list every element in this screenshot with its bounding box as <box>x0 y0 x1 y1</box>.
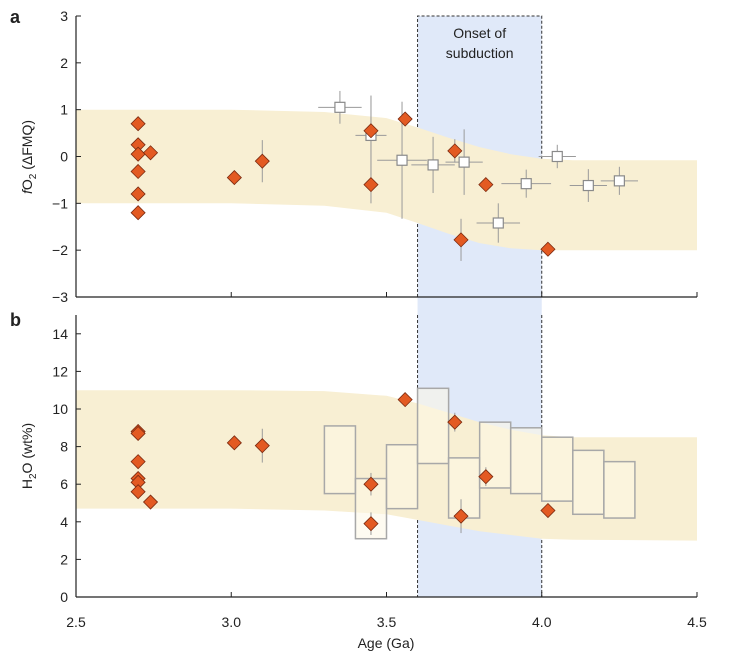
diamond-point <box>478 177 494 193</box>
y-tick-label: 3 <box>60 8 68 24</box>
y-tick-label: 4 <box>60 514 68 530</box>
y-tick-label: 0 <box>60 589 68 605</box>
open-square-point <box>492 217 504 229</box>
x-tick-label: 3.0 <box>222 614 242 630</box>
panel-a-range-band <box>76 109 697 251</box>
range-box <box>603 460 636 519</box>
subduction-label: Onset of subduction <box>446 25 514 61</box>
diamond-point <box>130 186 146 202</box>
diamond-point <box>142 145 159 161</box>
panel-a-marks <box>130 90 639 261</box>
panel-b-axes: 0 2 4 6 8 10 12 14 2.5 3.0 3.5 4.0 4.5 <box>52 315 707 630</box>
panel-b: 0 2 4 6 8 10 12 14 2.5 3.0 3.5 4.0 4.5 b H2O (wt%) A… <box>10 310 707 651</box>
open-square-point <box>334 101 346 113</box>
subduction-label-line: Onset of <box>453 25 506 41</box>
diamond-point <box>363 177 379 193</box>
range-box <box>385 443 419 510</box>
range-box <box>541 436 574 502</box>
diamond-point <box>130 116 146 132</box>
diamond-point <box>363 516 379 532</box>
y-tick-label: 1 <box>60 102 68 118</box>
diamond-point <box>478 469 494 485</box>
diamond-point <box>363 123 379 139</box>
open-square-point <box>582 179 594 192</box>
diamond-point <box>540 241 556 257</box>
y-tick-label: 2 <box>60 551 68 567</box>
y-tick-label: 10 <box>52 401 68 417</box>
y-tick-label: 8 <box>60 439 68 455</box>
x-tick-label: 2.5 <box>66 614 86 630</box>
y-tick-label: −3 <box>52 289 68 305</box>
range-box <box>323 425 357 495</box>
panel-b-marks <box>130 387 636 540</box>
y-tick-label: 14 <box>52 326 68 342</box>
panel-a-y-axis-title: fO2 (ΔFMQ) <box>19 120 39 194</box>
diamond-point <box>130 484 146 500</box>
diamond-point <box>254 153 270 169</box>
y-tick-label: 0 <box>60 149 68 165</box>
y-tick-label: 6 <box>60 476 68 492</box>
subduction-label-line: subduction <box>446 45 514 61</box>
diamond-point <box>142 494 159 510</box>
diamond-point <box>130 425 146 442</box>
diamond-point <box>254 438 270 454</box>
x-axis-title: Age (Ga) <box>358 635 415 651</box>
diamond-point <box>447 414 463 430</box>
panel-a: 3 2 1 0 −1 −2 −3 a fO2 (ΔFMQ) <box>10 7 698 305</box>
diamond-point <box>540 502 556 519</box>
panel-a-letter: a <box>10 7 21 27</box>
open-square-point <box>396 154 408 166</box>
diamond-point <box>130 205 146 221</box>
x-tick-label: 4.5 <box>687 614 707 630</box>
diamond-point <box>226 170 242 186</box>
diamond-point <box>397 111 413 127</box>
diamond-point <box>447 143 463 159</box>
y-tick-label: −2 <box>52 242 68 258</box>
open-square-point <box>458 156 470 168</box>
diamond-point <box>453 508 469 524</box>
range-box <box>447 457 481 519</box>
fo2-range-band <box>76 109 697 251</box>
range-box <box>572 449 605 516</box>
x-tick-label: 3.5 <box>377 614 397 630</box>
x-tick-label: 4.0 <box>532 614 552 630</box>
y-tick-label: 12 <box>52 363 68 379</box>
diamond-point <box>453 232 469 248</box>
panel-b-y-axis-title: H2O (wt%) <box>19 423 39 489</box>
diamond-point <box>130 163 146 180</box>
open-square-point <box>427 159 439 171</box>
range-box <box>509 427 543 495</box>
panel-b-letter: b <box>10 310 21 330</box>
diamond-point <box>130 146 146 162</box>
y-tick-label: 2 <box>60 55 68 71</box>
open-square-point <box>613 175 625 187</box>
diamond-point <box>397 392 413 408</box>
diamond-point <box>226 435 242 451</box>
open-square-point <box>551 150 563 163</box>
panel-a-axes: 3 2 1 0 −1 −2 −3 <box>52 8 698 305</box>
diamond-point <box>363 476 379 492</box>
diamond-point <box>130 454 146 470</box>
y-tick-label: −1 <box>52 195 68 211</box>
open-square-point <box>520 178 532 190</box>
range-box <box>416 387 450 465</box>
